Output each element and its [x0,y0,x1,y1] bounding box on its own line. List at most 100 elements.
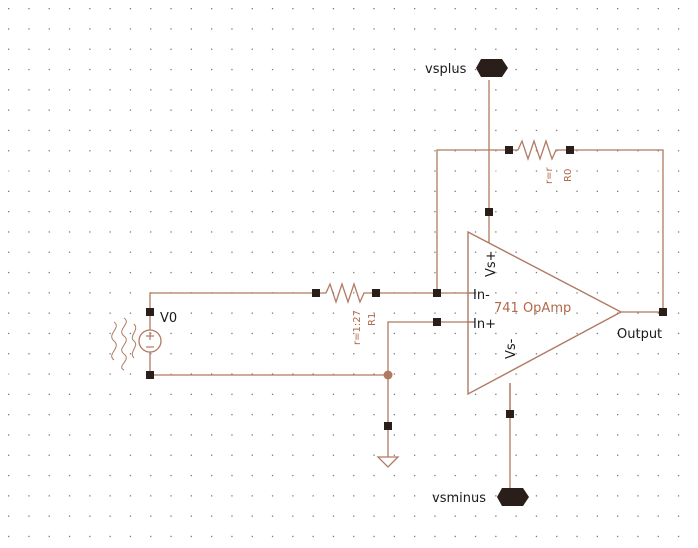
ac-source-icon[interactable] [111,317,162,371]
pin-opamp-vsplus[interactable] [485,208,493,216]
grid-dot [657,454,659,456]
grid-dot [89,89,91,91]
grid-dot [515,8,517,10]
grid-dot [495,312,497,314]
grid-dot [312,332,314,335]
grid-dot [495,251,497,253]
pin-source-top[interactable] [146,308,154,316]
grid-dot [677,292,680,294]
grid-dot [271,211,274,213]
wire-inplus[interactable] [387,321,475,426]
grid-dot [89,332,91,335]
grid-dot [68,8,71,10]
grid-dot [454,495,456,497]
grid-dot [596,28,598,30]
grid-dot [353,48,355,50]
grid-dot [596,8,598,10]
pin-opamp-vsminus[interactable] [506,410,514,418]
grid-dot [576,515,578,517]
grid-dot [109,48,111,50]
pin-r1-right[interactable] [372,289,380,297]
grid-dot [414,68,416,71]
grid-dot [495,292,497,294]
grid-dot [474,414,477,416]
pin-ground[interactable] [384,422,392,430]
grid-dot [353,211,355,213]
grid-dot [535,535,538,538]
pin-r1-left[interactable] [312,289,320,297]
grid-dot [251,535,253,538]
grid-dot [535,393,538,395]
grid-dot [89,129,91,132]
grid-dot [170,495,172,497]
pin-opamp-inplus[interactable] [433,318,441,326]
grid-dot [8,190,10,192]
grid-dot [474,353,477,355]
pin-r0-right[interactable] [566,146,574,154]
opamp-body[interactable] [467,230,623,396]
grid-dot [637,8,639,10]
opamp-741[interactable] [467,212,623,414]
grid-dot [373,231,375,233]
grid-dot [251,68,253,71]
grid-dot [68,190,71,192]
grid-dot [677,414,680,416]
vsplus-pin-icon[interactable] [476,59,508,77]
grid-dot [251,190,253,192]
grid-dot [28,251,30,253]
resistor-r1[interactable] [316,281,376,305]
pin-opamp-inminus[interactable] [433,289,441,297]
wire-feedback-right[interactable] [570,149,664,312]
pin-r0-left[interactable] [505,146,513,154]
grid-dot [373,535,375,538]
grid-dot [515,251,517,253]
ground-icon[interactable] [376,456,400,468]
grid-dot [251,211,253,213]
grid-dot [637,414,639,416]
grid-dot [28,454,30,456]
grid-dot [332,190,335,192]
grid-dot [190,109,192,111]
grid-dot [535,190,538,192]
grid-dot [637,535,639,538]
grid-dot [129,414,132,416]
grid-dot [312,393,314,395]
grid-dot [515,515,517,517]
r0-name-label: R0 [563,169,574,182]
grid-dot [211,190,213,192]
grid-dot [129,495,132,497]
grid-dot [576,48,578,50]
grid-dot [474,373,477,375]
grid-dot [393,48,395,50]
grid-dot [170,150,172,152]
grid-dot [535,495,538,497]
wire-feedback-left[interactable] [436,149,509,293]
grid-dot [556,373,558,375]
resistor-r0[interactable] [509,138,570,162]
wires [149,80,664,497]
grid-dot [657,434,659,436]
grid-dot [89,434,91,436]
grid-dot [495,495,497,497]
grid-dot [28,190,30,192]
vsminus-pin-icon[interactable] [497,488,529,506]
grid-dot [109,150,111,152]
grid-dot [495,414,497,416]
grid-dot [89,68,91,71]
grid-dot [434,271,436,274]
grid-dot [414,535,416,538]
grid-dot [535,150,538,152]
grid-dot [28,515,30,517]
grid-dot [129,393,132,395]
grid-dot [495,393,497,395]
pin-source-bottom[interactable] [146,371,154,379]
grid-dot [393,332,395,335]
grid-dot [332,495,335,497]
grid-dot [454,28,456,30]
grid-dot [556,474,558,477]
grid-dot [170,535,172,538]
grid-dot [28,211,30,213]
wire-r1-source[interactable] [149,292,316,312]
pin-opamp-output[interactable] [659,308,667,316]
